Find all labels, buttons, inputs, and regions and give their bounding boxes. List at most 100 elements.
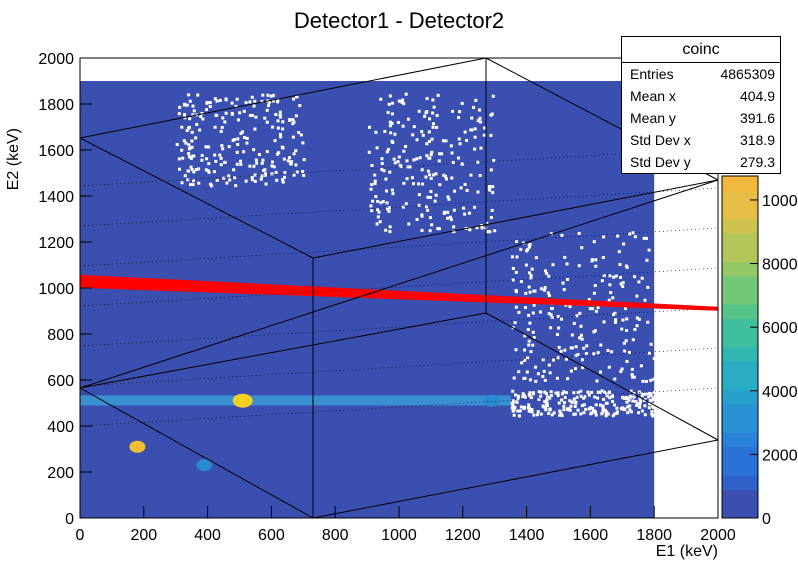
sparse-bin xyxy=(560,398,564,402)
x-tick-label: 0 xyxy=(76,527,85,544)
sparse-bin xyxy=(263,172,267,176)
sparse-bin xyxy=(534,379,538,383)
sparse-bin xyxy=(386,111,390,115)
sparse-bin xyxy=(236,137,240,141)
sparse-bin xyxy=(417,182,421,186)
sparse-bin xyxy=(530,410,534,414)
sparse-bin xyxy=(576,353,580,357)
sparse-bin xyxy=(649,378,653,382)
sparse-bin xyxy=(479,146,483,150)
sparse-bin xyxy=(297,131,301,135)
sparse-bin xyxy=(446,210,450,214)
sparse-bin xyxy=(606,348,610,352)
sparse-bin xyxy=(385,150,389,154)
sparse-bin xyxy=(253,127,257,131)
sparse-bin xyxy=(545,403,549,407)
sparse-bin xyxy=(581,366,585,370)
sparse-bin xyxy=(531,330,535,334)
colorbar-cell xyxy=(722,475,758,490)
sparse-bin xyxy=(376,215,380,219)
sparse-bin xyxy=(531,391,535,395)
sparse-bin xyxy=(196,93,200,97)
sparse-bin xyxy=(213,153,217,157)
sparse-bin xyxy=(480,226,484,230)
sparse-bin xyxy=(534,256,538,260)
sparse-bin xyxy=(566,277,570,281)
colorbar-cell xyxy=(722,275,758,291)
y-tick-label: 800 xyxy=(47,327,74,344)
sparse-bin xyxy=(381,200,385,204)
sparse-bin xyxy=(391,192,395,196)
sparse-bin xyxy=(593,395,597,399)
sparse-bin xyxy=(630,367,634,371)
sparse-bin xyxy=(375,146,379,150)
sparse-bin xyxy=(556,391,560,395)
sparse-bin xyxy=(393,132,397,136)
sparse-bin xyxy=(557,401,561,405)
sparse-bin xyxy=(477,108,481,112)
sparse-bin xyxy=(192,109,196,113)
sparse-bin xyxy=(388,120,392,124)
y-tick-label: 1200 xyxy=(38,235,74,252)
sparse-bin xyxy=(269,94,273,98)
sparse-bin xyxy=(602,320,606,324)
sparse-bin xyxy=(244,179,248,183)
sparse-bin xyxy=(523,395,527,399)
y-tick-label: 0 xyxy=(65,511,74,528)
hotspot xyxy=(196,459,213,472)
sparse-bin xyxy=(592,291,596,295)
sparse-bin xyxy=(608,274,612,278)
sparse-bin xyxy=(375,222,379,226)
sparse-bin xyxy=(638,402,642,406)
sparse-bin xyxy=(435,125,439,129)
sparse-bin xyxy=(619,407,623,411)
sparse-bin xyxy=(527,343,531,347)
sparse-bin xyxy=(602,397,606,401)
sparse-bin xyxy=(511,399,515,403)
sparse-bin xyxy=(631,231,635,235)
sparse-bin xyxy=(491,94,495,98)
sparse-bin xyxy=(550,316,554,320)
sparse-bin xyxy=(287,118,291,122)
sparse-bin xyxy=(402,149,406,153)
sparse-bin xyxy=(520,361,524,365)
sparse-bin xyxy=(521,392,525,396)
y-tick-label: 2000 xyxy=(38,51,74,68)
sparse-bin xyxy=(221,147,225,151)
sparse-bin xyxy=(493,229,497,233)
sparse-bin xyxy=(523,306,527,310)
sparse-bin xyxy=(260,161,264,165)
sparse-bin xyxy=(435,114,439,118)
chart-title: Detector1 - Detector2 xyxy=(293,8,505,33)
sparse-bin xyxy=(543,390,547,394)
sparse-bin xyxy=(516,394,520,398)
sparse-bin xyxy=(489,113,493,117)
sparse-bin xyxy=(523,376,527,380)
colorbar-cell xyxy=(722,489,758,505)
sparse-bin xyxy=(639,400,643,404)
sparse-bin xyxy=(526,356,530,360)
sparse-bin xyxy=(473,127,477,131)
sparse-bin xyxy=(549,313,553,317)
sparse-bin xyxy=(292,120,296,124)
sparse-bin xyxy=(189,183,193,187)
sparse-bin xyxy=(391,101,395,105)
sparse-bin xyxy=(564,391,568,395)
sparse-bin xyxy=(406,117,410,121)
sparse-bin xyxy=(596,396,600,400)
sparse-bin xyxy=(384,189,388,193)
sparse-bin xyxy=(432,105,436,109)
sparse-bin xyxy=(550,413,554,417)
sparse-bin xyxy=(189,156,193,160)
sparse-bin xyxy=(624,339,628,343)
sparse-bin xyxy=(620,367,624,371)
colorbar-cell xyxy=(722,247,758,262)
sparse-bin xyxy=(376,199,380,203)
sparse-bin xyxy=(415,157,419,161)
sparse-bin xyxy=(573,404,577,408)
sparse-bin xyxy=(438,183,442,187)
sparse-bin xyxy=(607,390,611,394)
sparse-bin xyxy=(432,173,436,177)
sparse-bin xyxy=(387,206,391,210)
sparse-bin xyxy=(420,168,424,172)
